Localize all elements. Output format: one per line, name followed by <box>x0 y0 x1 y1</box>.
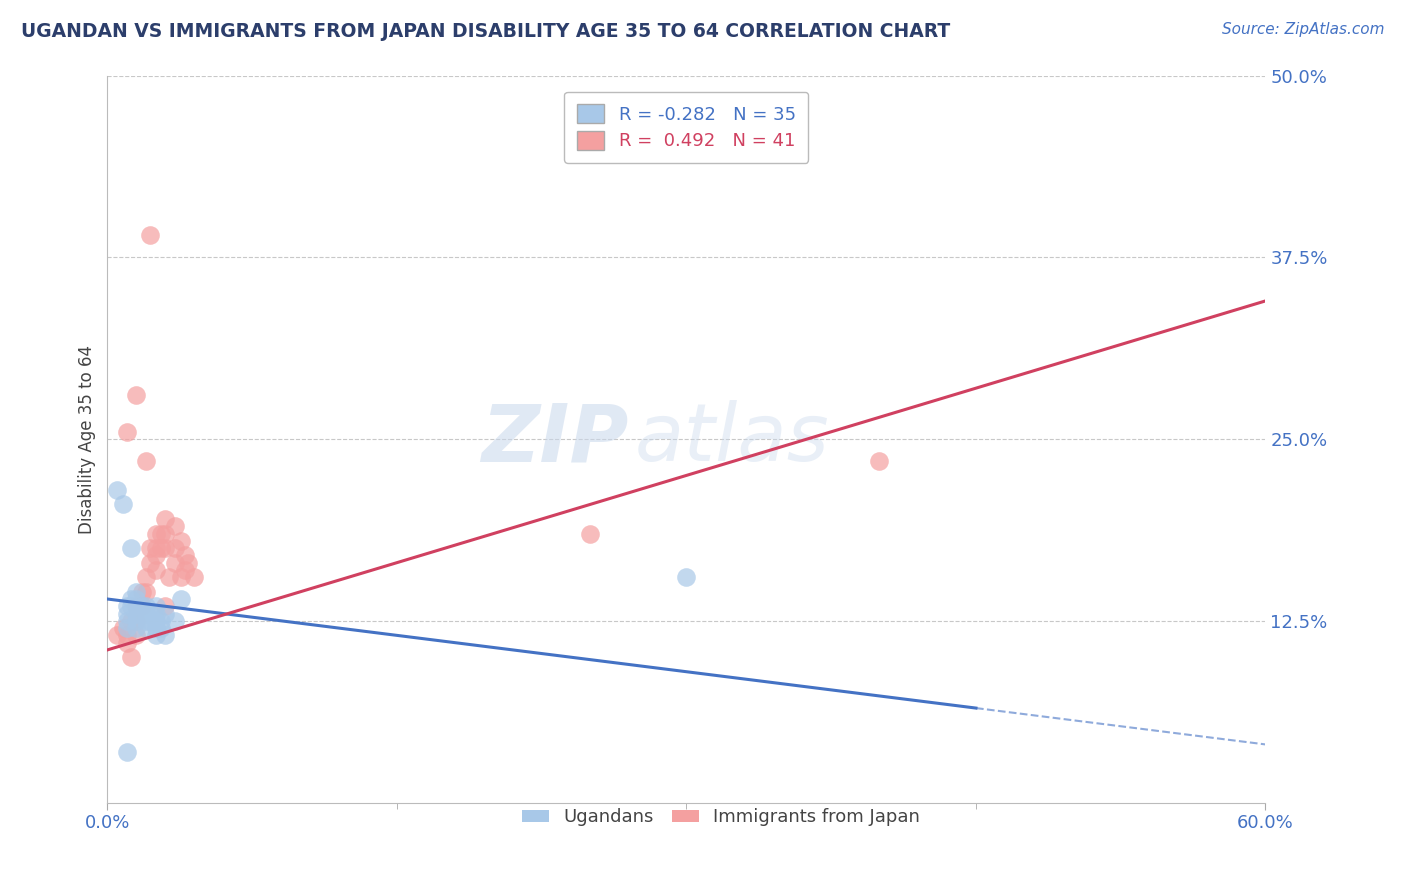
Point <box>131 584 153 599</box>
Text: Source: ZipAtlas.com: Source: ZipAtlas.com <box>1222 22 1385 37</box>
Point <box>120 599 142 614</box>
Point <box>120 541 142 555</box>
Point <box>173 563 195 577</box>
Point <box>125 599 148 614</box>
Point <box>173 549 195 563</box>
Point <box>155 607 177 621</box>
Point <box>145 549 167 563</box>
Point <box>135 607 157 621</box>
Point <box>115 628 138 642</box>
Point <box>170 533 193 548</box>
Point <box>183 570 205 584</box>
Point <box>125 388 148 402</box>
Point <box>115 635 138 649</box>
Point <box>145 614 167 628</box>
Point <box>131 599 153 614</box>
Point <box>135 614 157 628</box>
Point <box>105 483 128 497</box>
Point <box>125 621 148 635</box>
Point <box>120 592 142 607</box>
Point <box>177 556 200 570</box>
Point <box>157 570 180 584</box>
Point <box>115 614 138 628</box>
Point <box>115 425 138 439</box>
Point <box>163 556 186 570</box>
Text: atlas: atlas <box>634 400 830 478</box>
Point <box>135 584 157 599</box>
Point <box>111 621 134 635</box>
Point <box>139 541 162 555</box>
Text: ZIP: ZIP <box>481 400 628 478</box>
Point <box>170 570 193 584</box>
Point <box>125 592 148 607</box>
Point <box>105 628 128 642</box>
Point <box>115 607 138 621</box>
Point <box>135 454 157 468</box>
Point <box>170 592 193 607</box>
Y-axis label: Disability Age 35 to 64: Disability Age 35 to 64 <box>79 344 96 533</box>
Point <box>120 650 142 665</box>
Point <box>125 614 148 628</box>
Point <box>150 541 173 555</box>
Point <box>139 556 162 570</box>
Point <box>155 628 177 642</box>
Point <box>115 745 138 759</box>
Point <box>155 599 177 614</box>
Point <box>125 628 148 642</box>
Point <box>163 519 186 533</box>
Point <box>131 599 153 614</box>
Point <box>155 526 177 541</box>
Point <box>135 599 157 614</box>
Point <box>135 570 157 584</box>
Point <box>155 541 177 555</box>
Point <box>163 614 186 628</box>
Point <box>145 628 167 642</box>
Legend: Ugandans, Immigrants from Japan: Ugandans, Immigrants from Japan <box>515 801 928 833</box>
Text: UGANDAN VS IMMIGRANTS FROM JAPAN DISABILITY AGE 35 TO 64 CORRELATION CHART: UGANDAN VS IMMIGRANTS FROM JAPAN DISABIL… <box>21 22 950 41</box>
Point <box>145 607 167 621</box>
Point <box>145 526 167 541</box>
Point <box>139 607 162 621</box>
Point <box>135 621 157 635</box>
Point <box>125 614 148 628</box>
Point <box>125 584 148 599</box>
Point <box>111 498 134 512</box>
Point <box>139 614 162 628</box>
Point <box>579 526 602 541</box>
Point <box>155 512 177 526</box>
Point <box>115 599 138 614</box>
Point <box>163 541 186 555</box>
Point <box>145 621 167 635</box>
Point <box>150 621 173 635</box>
Point <box>150 614 173 628</box>
Point <box>120 614 142 628</box>
Point <box>150 526 173 541</box>
Point <box>125 607 148 621</box>
Point <box>675 570 697 584</box>
Point <box>145 541 167 555</box>
Point <box>869 454 891 468</box>
Point <box>145 599 167 614</box>
Point <box>115 621 138 635</box>
Point <box>139 228 162 243</box>
Point <box>131 607 153 621</box>
Point <box>145 563 167 577</box>
